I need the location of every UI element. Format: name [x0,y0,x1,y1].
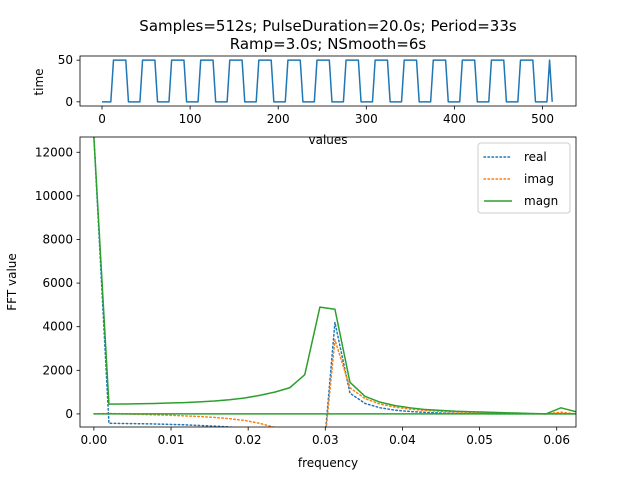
y-tick-label: 2000 [42,363,73,377]
x-tick-label: 200 [267,112,290,126]
magn-series-line [93,137,576,415]
chart-title-line2: Ramp=3.0s; NSmooth=6s [230,35,427,53]
y-tick-label: 12000 [35,145,73,159]
top-axes-series [102,59,553,103]
x-tick-label: 0.04 [389,433,416,447]
legend: real imag magn [477,142,571,214]
legend-label-magn: magn [524,194,558,208]
top-axes-frame [79,55,577,107]
x-tick-label: 0.02 [235,433,262,447]
x-tick-label: 400 [443,112,466,126]
x-tick-label: 0 [98,112,106,126]
bottom-axes-yticks: 0 2000 4000 6000 8000 10000 12000 [35,145,80,421]
top-axes-yticks: 0 50 [58,53,80,109]
x-tick-label: 0.05 [466,433,493,447]
fft-series-group [93,137,576,427]
y-tick-label: 6000 [42,276,73,290]
bottom-axes-frame [79,136,577,428]
top-axes-ylabel: time [32,68,46,95]
x-tick-label: 0.03 [312,433,339,447]
bottom-axes-xlabel: frequency [298,456,358,470]
x-tick-label: 300 [355,112,378,126]
y-tick-label: 8000 [42,232,73,246]
x-tick-label: 500 [531,112,554,126]
top-axes-xticks: 0 100 200 300 400 500 [98,106,554,126]
legend-box [477,142,571,214]
x-tick-label: 100 [179,112,202,126]
legend-label-imag: imag [524,172,554,186]
top-axes: 0 100 200 300 400 500 0 50 values time [32,53,577,147]
pulse-series-line [102,59,553,103]
bottom-axes-xticks: 0.00 0.01 0.02 0.03 0.04 0.05 0.06 [81,427,570,447]
y-tick-label: 0 [65,95,73,109]
x-tick-label: 0.00 [81,433,108,447]
chart-title-line1: Samples=512s; PulseDuration=20.0s; Perio… [139,17,517,35]
bottom-axes: 0.00 0.01 0.02 0.03 0.04 0.05 0.06 0 2000 4000 60… [5,136,577,470]
top-axes-xlabel: values [308,133,347,147]
bottom-axes-ylabel: FFT value [5,253,19,311]
x-tick-label: 0.01 [158,433,185,447]
y-tick-label: 50 [58,53,73,67]
y-tick-label: 4000 [42,320,73,334]
y-tick-label: 10000 [35,189,73,203]
bottom-axes-series [93,137,576,427]
y-tick-label: 0 [65,407,73,421]
legend-label-real: real [524,150,547,164]
x-tick-label: 0.06 [543,433,570,447]
imag-series-line [93,339,576,427]
